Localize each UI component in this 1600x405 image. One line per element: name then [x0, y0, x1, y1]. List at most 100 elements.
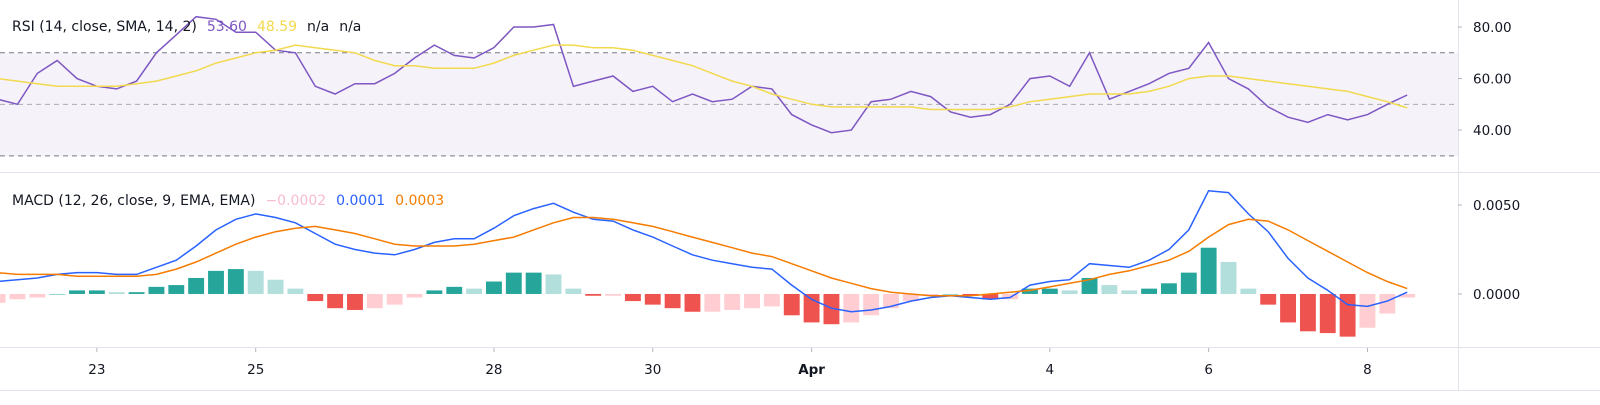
histogram-bar [49, 293, 66, 295]
histogram-bar [962, 293, 979, 296]
histogram-bar [347, 293, 363, 310]
series-line [0, 15, 1408, 134]
histogram-bar [565, 288, 582, 294]
x-tick-label: 4 [1046, 362, 1055, 378]
legend-value: −0.0002 [265, 193, 326, 209]
series-line [0, 44, 1408, 111]
x-tick-label: 25 [247, 362, 264, 378]
histogram-bar [69, 290, 85, 294]
histogram-bar [1280, 293, 1296, 323]
histogram-bar [29, 293, 46, 298]
x-tick-label: 30 [644, 362, 661, 378]
histogram-bar [1359, 293, 1376, 328]
series-line [0, 190, 1408, 313]
histogram-bar [307, 293, 324, 302]
histogram-bar [426, 290, 443, 294]
histogram-bar [783, 293, 800, 316]
y-tick-label: 60.00 [1473, 72, 1512, 88]
pane [0, 15, 1458, 157]
histogram-bar [1319, 293, 1336, 334]
histogram-bar [247, 270, 264, 294]
indicator-title: MACD (12, 26, close, 9, EMA, EMA) [12, 193, 255, 209]
histogram-bar [843, 293, 860, 323]
histogram-bar [605, 293, 621, 296]
histogram-bar [466, 288, 483, 294]
legend-value: 53.60 [207, 19, 247, 35]
histogram-bar [0, 293, 6, 303]
histogram-bar [1260, 293, 1277, 305]
y-tick-label: 0.0000 [1473, 287, 1520, 303]
histogram-bar [545, 274, 562, 294]
legend-value: n/a [339, 19, 361, 35]
indicator-title: RSI (14, close, SMA, 14, 2) [12, 19, 197, 35]
histogram-bar [763, 293, 780, 307]
histogram-bar [1101, 285, 1118, 294]
histogram-bar [1379, 293, 1396, 314]
pane [0, 190, 1416, 337]
histogram-bar [1200, 247, 1217, 294]
histogram-bar [902, 293, 919, 302]
pane-legend: RSI (14, close, SMA, 14, 2) 53.60 48.59 n/a… [12, 19, 361, 35]
histogram-bar [406, 293, 423, 298]
histogram-bar [1161, 283, 1177, 294]
histogram-bar [287, 288, 304, 294]
histogram-bar [1399, 293, 1416, 298]
histogram-bar [942, 293, 959, 295]
histogram-bar [704, 293, 721, 312]
histogram-bar [108, 292, 125, 294]
histogram-bar [188, 277, 205, 294]
histogram-bar [386, 293, 403, 305]
x-tick-label: 6 [1204, 362, 1213, 378]
histogram-bar [88, 290, 105, 294]
y-tick-label: 0.0050 [1473, 198, 1520, 214]
y-tick-label: 80.00 [1473, 20, 1512, 36]
x-tick-label: 23 [88, 362, 105, 378]
legend-value: 0.0001 [336, 193, 385, 209]
histogram-bar [724, 293, 741, 310]
histogram-bar [227, 269, 244, 294]
histogram-bar [168, 285, 185, 294]
legend-value: 48.59 [257, 19, 297, 35]
legend-value: n/a [307, 19, 329, 35]
histogram-bar [664, 293, 681, 309]
histogram-bar [366, 293, 383, 309]
histogram-bar [1299, 293, 1316, 332]
histogram-bar [624, 293, 641, 302]
pane-legend: MACD (12, 26, close, 9, EMA, EMA) −0.0002… [12, 193, 444, 209]
histogram-bar [823, 293, 840, 325]
histogram-bar [1240, 288, 1257, 294]
histogram-bar [1061, 290, 1078, 294]
histogram-bar [128, 292, 145, 294]
histogram-bar [505, 272, 522, 294]
x-tick-label: Apr [798, 362, 825, 378]
histogram-bar [1220, 261, 1237, 294]
histogram-bar [863, 293, 880, 316]
histogram-bar [1081, 277, 1098, 294]
y-tick-label: 40.00 [1473, 123, 1512, 139]
histogram-bar [9, 293, 26, 300]
histogram-bar [525, 272, 542, 294]
x-tick-label: 28 [485, 362, 502, 378]
histogram-bar [1141, 288, 1158, 294]
histogram-bar [684, 293, 701, 312]
histogram-bar [148, 286, 165, 294]
histogram-bar [644, 293, 661, 305]
histogram-bar [486, 281, 502, 294]
x-tick-label: 8 [1363, 362, 1372, 378]
histogram-bar [446, 286, 463, 294]
histogram-bar [327, 293, 344, 309]
histogram-bar [585, 293, 602, 296]
histogram-bar [1022, 288, 1038, 294]
histogram-bar [744, 293, 760, 309]
histogram-bar [922, 293, 939, 296]
histogram-bar [208, 270, 224, 294]
histogram-bar [1121, 290, 1138, 294]
histogram-bar [1041, 288, 1058, 294]
histogram-bar [267, 279, 284, 294]
legend-value: 0.0003 [395, 193, 444, 209]
histogram-bar [982, 293, 999, 300]
histogram-bar [803, 293, 820, 323]
